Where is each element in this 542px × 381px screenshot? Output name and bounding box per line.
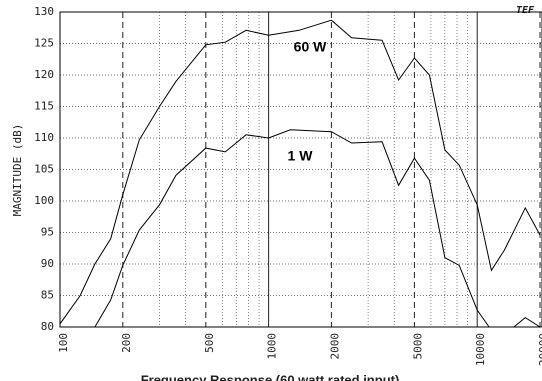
y-tick-label: 120 (34, 68, 54, 81)
x-tick-label: 2000 (328, 333, 341, 360)
y-tick-label: 95 (41, 226, 54, 239)
x-axis-label: Frequency Response (60 watt rated input) (141, 372, 400, 381)
y-axis-label: MAGNITUDE (dB) (11, 124, 24, 217)
series-label: 60 W (294, 39, 327, 55)
plot-frame (59, 11, 542, 328)
y-tick-label: 80 (41, 320, 54, 333)
x-tick-label: 200 (120, 333, 133, 353)
series-line (94, 129, 541, 328)
x-tick-label: 500 (203, 333, 216, 353)
y-tick-label: 130 (34, 5, 54, 18)
y-tick-label: 85 (41, 289, 54, 302)
plot-area (60, 19, 541, 328)
y-tick-label: 90 (41, 257, 54, 270)
y-tick-label: 115 (34, 100, 54, 113)
series-label: 1 W (288, 148, 314, 164)
x-tick-label: 20000 (537, 333, 542, 366)
y-tick-label: 105 (34, 163, 54, 176)
x-tick-label: 10000 (474, 333, 487, 366)
series-line (60, 19, 541, 325)
x-tick-label: 100 (57, 333, 70, 353)
logo: TEF (516, 5, 535, 16)
y-tick-label: 125 (34, 37, 54, 50)
x-tick-label: 1000 (266, 333, 279, 360)
x-tick-label: 5000 (411, 333, 424, 360)
y-tick-label: 110 (34, 131, 54, 144)
y-tick-label: 100 (34, 194, 54, 207)
